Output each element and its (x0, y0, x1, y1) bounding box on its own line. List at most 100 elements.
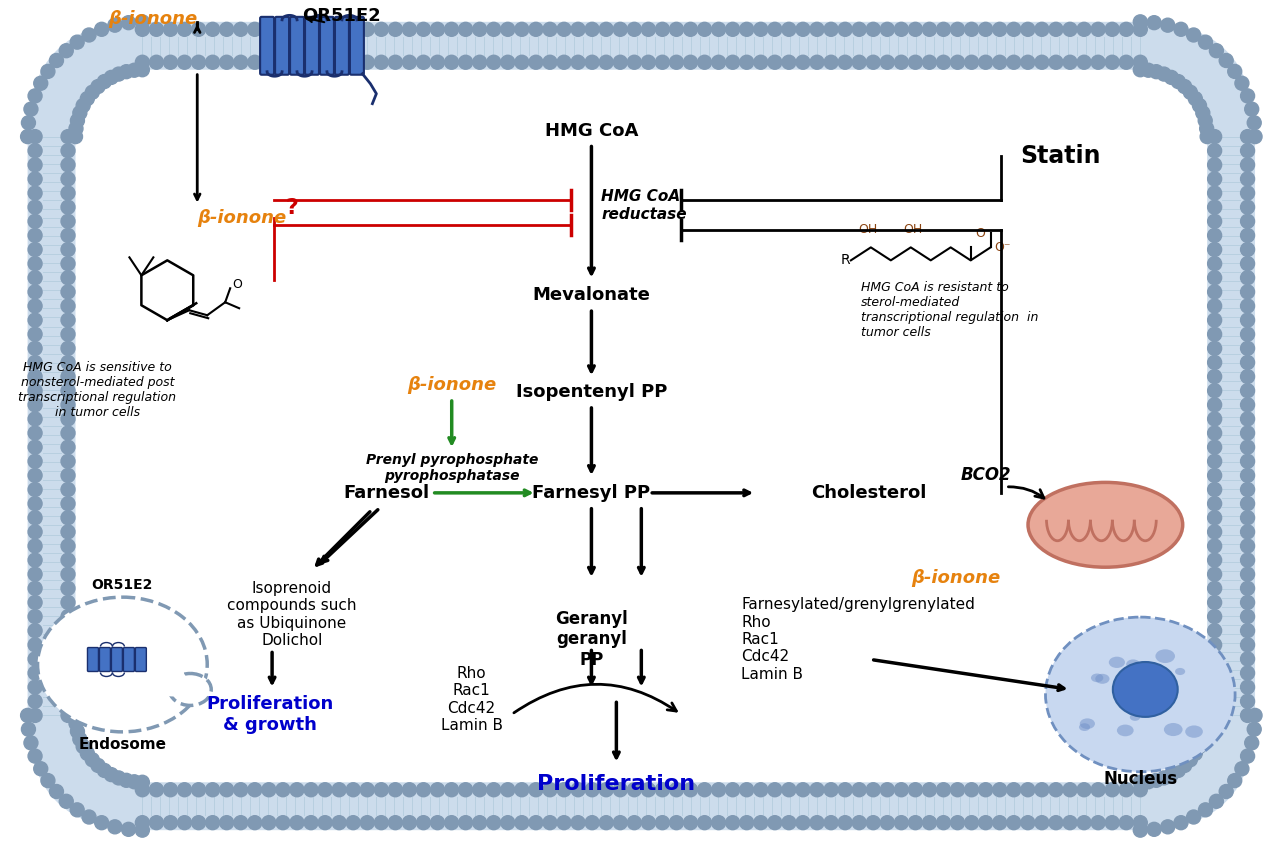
Circle shape (655, 55, 669, 69)
Circle shape (122, 822, 136, 837)
Text: ?: ? (285, 199, 298, 218)
Ellipse shape (1138, 699, 1147, 705)
Circle shape (61, 412, 76, 426)
Circle shape (276, 55, 289, 69)
Circle shape (895, 55, 909, 69)
Circle shape (909, 815, 923, 830)
Circle shape (1240, 314, 1254, 327)
Circle shape (61, 355, 76, 370)
Circle shape (136, 55, 150, 69)
Circle shape (979, 55, 993, 69)
Circle shape (61, 497, 76, 510)
Circle shape (291, 22, 303, 37)
FancyBboxPatch shape (123, 648, 134, 671)
Text: Proliferation: Proliferation (538, 774, 695, 794)
Circle shape (965, 815, 979, 830)
Circle shape (61, 228, 76, 243)
Circle shape (28, 314, 42, 327)
Circle shape (28, 666, 42, 680)
Circle shape (28, 200, 42, 214)
Circle shape (276, 783, 289, 797)
FancyBboxPatch shape (291, 17, 305, 75)
Circle shape (69, 122, 83, 135)
Circle shape (768, 55, 782, 69)
Circle shape (402, 55, 416, 69)
Circle shape (500, 22, 515, 37)
Circle shape (1207, 482, 1221, 497)
Circle shape (740, 783, 754, 797)
Circle shape (1201, 708, 1215, 722)
Circle shape (28, 567, 42, 581)
Circle shape (319, 22, 332, 37)
Circle shape (1199, 122, 1213, 135)
Circle shape (543, 55, 557, 69)
Circle shape (585, 55, 599, 69)
Circle shape (61, 624, 76, 637)
Circle shape (515, 815, 529, 830)
Circle shape (472, 55, 486, 69)
Circle shape (1240, 482, 1254, 497)
Circle shape (61, 666, 76, 680)
Circle shape (1207, 609, 1221, 624)
Circle shape (824, 815, 838, 830)
Circle shape (1076, 815, 1091, 830)
Circle shape (1240, 256, 1254, 271)
Circle shape (50, 785, 64, 798)
Ellipse shape (1112, 662, 1178, 717)
Circle shape (1105, 22, 1119, 37)
Circle shape (192, 783, 206, 797)
Circle shape (1133, 55, 1147, 69)
Circle shape (1198, 724, 1212, 739)
Circle shape (1207, 327, 1221, 341)
Circle shape (824, 783, 838, 797)
Circle shape (543, 815, 557, 830)
Circle shape (1207, 228, 1221, 243)
Circle shape (937, 55, 951, 69)
Circle shape (1207, 440, 1221, 454)
Circle shape (909, 783, 923, 797)
Circle shape (627, 55, 641, 69)
Circle shape (1240, 89, 1254, 103)
Circle shape (838, 55, 852, 69)
Circle shape (1228, 65, 1242, 78)
Ellipse shape (1080, 718, 1094, 729)
Ellipse shape (1175, 668, 1185, 675)
Circle shape (1007, 55, 1020, 69)
FancyBboxPatch shape (275, 17, 289, 75)
Circle shape (178, 815, 192, 830)
Circle shape (796, 22, 810, 37)
Circle shape (119, 65, 133, 78)
Circle shape (1207, 680, 1221, 694)
Circle shape (1207, 581, 1221, 596)
Circle shape (1199, 717, 1213, 730)
Circle shape (1240, 708, 1254, 722)
Text: Nucleus: Nucleus (1103, 770, 1178, 788)
Circle shape (81, 92, 95, 106)
Circle shape (515, 783, 529, 797)
Circle shape (69, 130, 82, 144)
Circle shape (486, 783, 500, 797)
Circle shape (1207, 666, 1221, 680)
Circle shape (136, 783, 150, 797)
Circle shape (824, 55, 838, 69)
Circle shape (1207, 454, 1221, 469)
Circle shape (305, 783, 317, 797)
Circle shape (1207, 144, 1221, 158)
Circle shape (28, 511, 42, 525)
Circle shape (1240, 426, 1254, 440)
Circle shape (1207, 256, 1221, 271)
Circle shape (1207, 271, 1221, 285)
Circle shape (472, 815, 486, 830)
Circle shape (119, 774, 133, 787)
Circle shape (332, 55, 346, 69)
Circle shape (641, 55, 655, 69)
Circle shape (178, 783, 192, 797)
Circle shape (782, 55, 796, 69)
Text: β-ionone: β-ionone (197, 210, 287, 227)
Circle shape (472, 783, 486, 797)
Circle shape (655, 22, 669, 37)
Circle shape (1157, 771, 1171, 785)
Circle shape (1240, 666, 1254, 680)
Circle shape (486, 815, 500, 830)
Circle shape (1207, 299, 1221, 313)
